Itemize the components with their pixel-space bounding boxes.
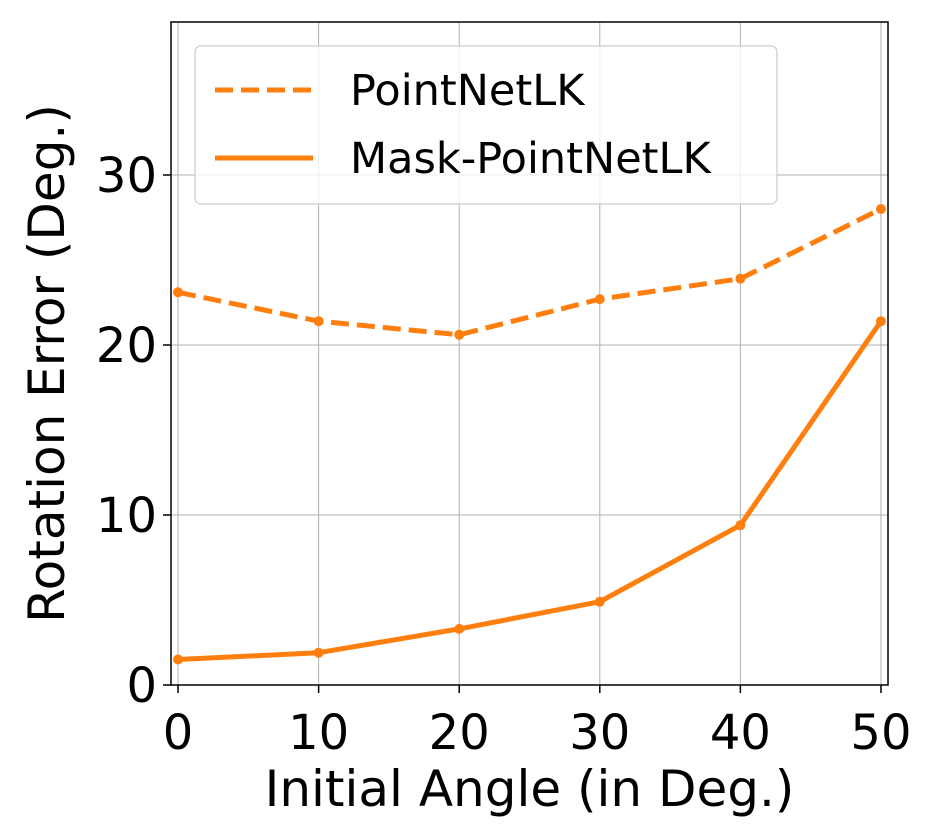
data-point [173,654,184,665]
x-tick-label: 10 [288,705,349,761]
data-point [454,329,465,340]
data-point [875,316,886,327]
data-point [173,287,184,298]
ticks: 0 10 20 30 40 50 0 10 20 30 [96,148,912,761]
legend: PointNetLK Mask-PointNetLK [194,45,778,205]
x-tick-label: 0 [163,705,194,761]
y-tick-label: 10 [96,488,157,544]
data-point [454,623,465,634]
y-axis-title: Rotation Error (Deg.) [18,104,76,623]
x-tick-label: 40 [710,705,771,761]
series-line [177,319,884,662]
x-tick-label: 20 [429,705,490,761]
series-line [177,206,883,338]
data-point [735,273,746,284]
x-tick-label: 30 [569,705,630,761]
data-point [735,520,746,531]
data-point [594,596,605,607]
data-point [875,204,886,214]
legend-box [194,45,778,205]
x-axis-title: Initial Angle (in Deg.) [265,760,795,818]
series-layer [173,204,886,665]
plot-frame [170,21,889,686]
x-tick-label: 50 [850,705,911,761]
data-point [313,647,324,658]
y-tick-label: 0 [126,658,157,714]
y-tick-label: 20 [96,318,157,374]
data-point [594,294,605,305]
y-tick-label: 30 [96,148,157,204]
data-point [313,316,324,327]
legend-label: PointNetLK [350,66,586,116]
legend-label: Mask-PointNetLK [350,134,712,184]
